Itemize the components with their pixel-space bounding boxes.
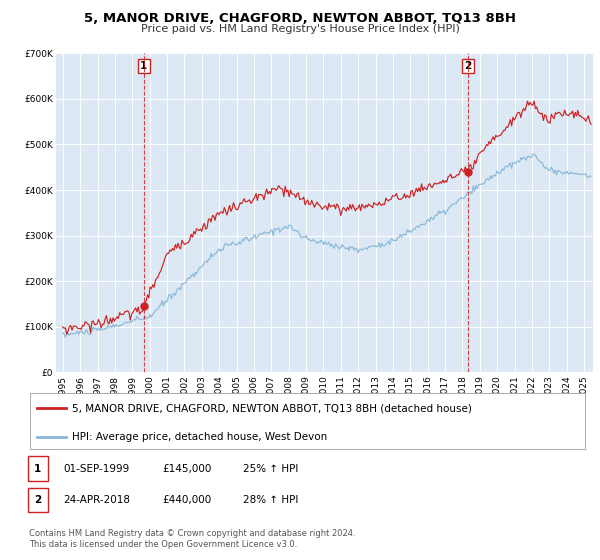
Text: 28% ↑ HPI: 28% ↑ HPI — [243, 495, 298, 505]
Text: HPI: Average price, detached house, West Devon: HPI: Average price, detached house, West… — [71, 432, 327, 442]
Text: 24-APR-2018: 24-APR-2018 — [63, 495, 130, 505]
Text: Price paid vs. HM Land Registry's House Price Index (HPI): Price paid vs. HM Land Registry's House … — [140, 24, 460, 34]
Text: Contains HM Land Registry data © Crown copyright and database right 2024.
This d: Contains HM Land Registry data © Crown c… — [29, 529, 355, 549]
Text: 5, MANOR DRIVE, CHAGFORD, NEWTON ABBOT, TQ13 8BH: 5, MANOR DRIVE, CHAGFORD, NEWTON ABBOT, … — [84, 12, 516, 25]
Text: 2: 2 — [464, 61, 472, 71]
Text: 1: 1 — [34, 464, 41, 474]
Text: £145,000: £145,000 — [162, 464, 211, 474]
Text: 5, MANOR DRIVE, CHAGFORD, NEWTON ABBOT, TQ13 8BH (detached house): 5, MANOR DRIVE, CHAGFORD, NEWTON ABBOT, … — [71, 403, 472, 413]
Text: 25% ↑ HPI: 25% ↑ HPI — [243, 464, 298, 474]
Text: 01-SEP-1999: 01-SEP-1999 — [63, 464, 129, 474]
Text: 2: 2 — [34, 495, 41, 505]
Text: 1: 1 — [140, 61, 148, 71]
Text: £440,000: £440,000 — [162, 495, 211, 505]
